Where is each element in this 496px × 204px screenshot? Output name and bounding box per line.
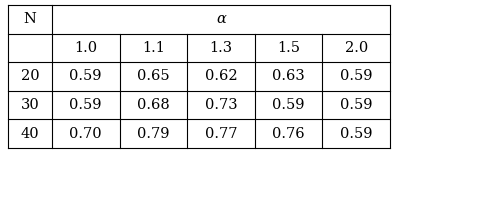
Text: 1.3: 1.3 [209,41,233,55]
Text: N: N [23,12,36,26]
Text: 0.59: 0.59 [340,98,372,112]
Text: 0.59: 0.59 [272,98,305,112]
Text: 0.68: 0.68 [137,98,170,112]
Text: 0.77: 0.77 [205,127,237,141]
Text: 0.59: 0.59 [69,98,102,112]
Text: 1.1: 1.1 [142,41,165,55]
Text: 0.59: 0.59 [69,70,102,83]
Text: 0.65: 0.65 [137,70,170,83]
Text: 0.70: 0.70 [69,127,102,141]
Text: 0.76: 0.76 [272,127,305,141]
Text: 1.0: 1.0 [74,41,97,55]
Text: 20: 20 [21,70,39,83]
Text: 30: 30 [21,98,39,112]
Text: 0.79: 0.79 [137,127,170,141]
Text: 0.73: 0.73 [205,98,237,112]
Text: 0.59: 0.59 [340,70,372,83]
Text: 0.63: 0.63 [272,70,305,83]
Text: 0.59: 0.59 [340,127,372,141]
Text: α: α [216,12,226,26]
Text: 1.5: 1.5 [277,41,300,55]
Text: 40: 40 [21,127,39,141]
Text: 2.0: 2.0 [345,41,368,55]
Text: 0.62: 0.62 [205,70,237,83]
